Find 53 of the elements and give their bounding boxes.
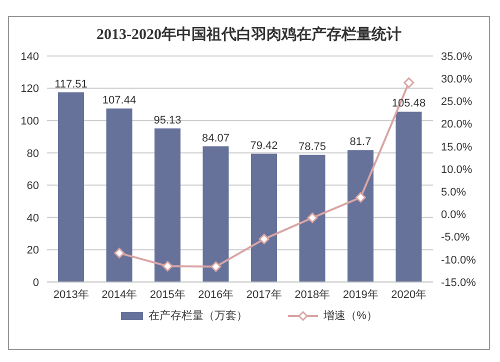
bar [396, 112, 422, 282]
x-tick-label: 2019年 [342, 288, 378, 301]
data-label: 79.42 [250, 140, 278, 152]
x-tick-label: 2020年 [391, 288, 427, 301]
x-tick-label: 2014年 [102, 288, 138, 301]
point [258, 234, 270, 244]
data-label: 117.51 [54, 78, 88, 90]
y2-tick-label: 5.0% [441, 186, 466, 199]
y-tick-label: 40 [26, 212, 39, 224]
y2-tick-label: -5.0% [441, 232, 470, 244]
point [307, 212, 318, 224]
legend-label: 增速（%） [324, 309, 378, 323]
point [404, 77, 414, 88]
y-tick-label: 80 [26, 148, 39, 160]
data-label: 105.48 [392, 98, 426, 110]
y2-tick-label: -15.0% [441, 276, 476, 289]
data-label: 107.44 [102, 94, 136, 107]
x-tick-label: 2015年 [150, 288, 186, 301]
y-tick-label: 60 [26, 180, 39, 192]
point [210, 261, 222, 272]
y2-tick-label: 30.0% [441, 74, 472, 86]
y2-tick-label: 0.0% [441, 209, 466, 222]
data-label: 95.13 [154, 114, 182, 126]
y2-tick-label: 10.0% [441, 164, 472, 176]
y2-tick-label: 20.0% [441, 118, 472, 131]
x-tick-label: 2018年 [294, 288, 330, 301]
bar [251, 154, 277, 282]
y-tick-label: 0 [32, 276, 39, 289]
bar [299, 154, 326, 282]
legend-label: 在产存栏量（万套） [148, 308, 248, 323]
data-label: 78.75 [298, 140, 326, 153]
x-tick-label: 2016年 [198, 288, 234, 301]
y2-tick-label: 25.0% [441, 96, 472, 108]
point [114, 248, 125, 258]
y-tick-label: 100 [20, 115, 39, 128]
y2-tick-label: -10.0% [441, 254, 476, 266]
bar [58, 92, 84, 282]
data-label: 84.07 [202, 132, 230, 144]
y-tick-label: 20 [26, 244, 39, 257]
bar [154, 128, 180, 282]
y2-tick-label: 35.0% [441, 50, 472, 63]
chart-title: 2013-2020年中国祖代白羽肉鸡在产存栏量统计 [96, 25, 402, 44]
y-tick-label: 140 [20, 50, 39, 63]
y2-tick-label: 15.0% [441, 141, 472, 154]
x-tick-label: 2013年 [53, 288, 89, 301]
point [355, 192, 366, 203]
y-tick-label: 120 [20, 83, 39, 96]
point [162, 260, 173, 272]
bar [106, 108, 132, 282]
bar [202, 146, 229, 282]
bar [348, 150, 374, 282]
data-label: 81.7 [350, 136, 372, 148]
x-tick-label: 2017年 [246, 288, 282, 301]
